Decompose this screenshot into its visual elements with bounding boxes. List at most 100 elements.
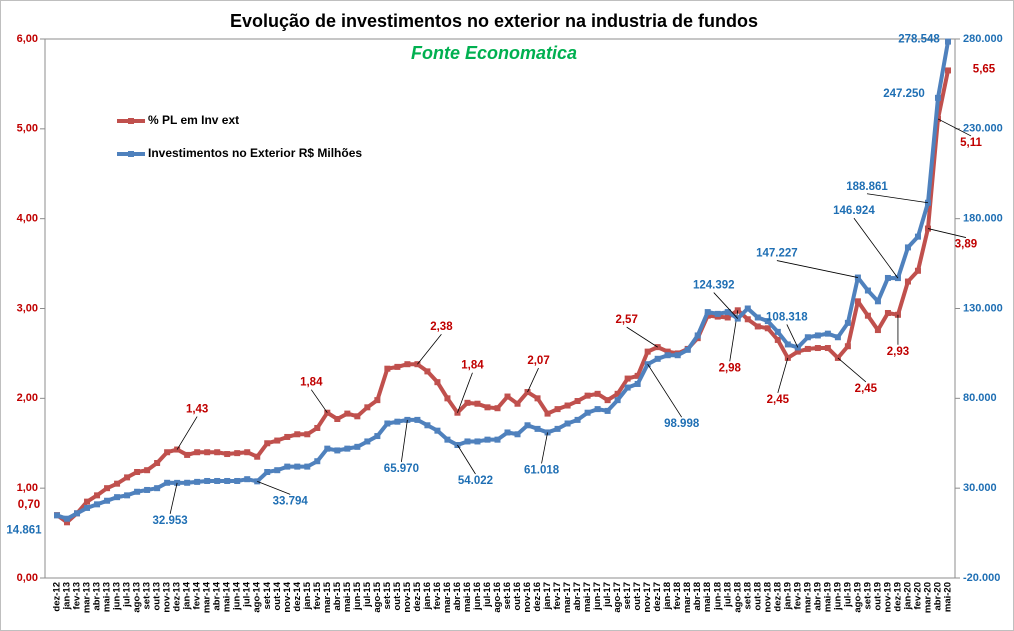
point-marker	[394, 418, 401, 425]
x-tick-label: mai-13	[102, 582, 113, 612]
point-marker	[624, 375, 631, 382]
x-tick-label: set-17	[622, 582, 633, 609]
point-marker	[534, 395, 541, 402]
y-tick-label: 6,00	[17, 33, 38, 45]
x-tick-label: mar-17	[562, 582, 573, 613]
x-tick-label: jan-18	[662, 582, 673, 610]
data-label: 33.794	[273, 495, 309, 507]
point-marker	[804, 345, 811, 352]
point-marker	[324, 445, 331, 452]
chart-title: Evolução de investimentos no exterior na…	[230, 11, 758, 31]
x-tick-label: jul-16	[482, 582, 493, 608]
point-marker	[614, 397, 621, 404]
point-marker	[214, 449, 221, 456]
point-marker	[244, 449, 251, 456]
x-tick-label: fev-15	[312, 581, 323, 609]
point-marker	[364, 404, 371, 411]
x-tick-label: abr-19	[812, 582, 823, 611]
x-tick-label: nov-15	[402, 581, 413, 612]
x-tick-label: jan-16	[422, 582, 433, 610]
data-label: 2,07	[527, 355, 549, 367]
point-marker	[104, 485, 111, 492]
point-marker	[494, 405, 501, 412]
point-marker	[114, 480, 121, 487]
point-marker	[484, 404, 491, 411]
x-tick-label: set-13	[142, 582, 153, 609]
point-marker	[184, 479, 191, 486]
y-tick-label: 0,00	[17, 572, 38, 584]
point-marker	[334, 447, 341, 454]
data-label: 0,70	[18, 499, 40, 511]
point-marker	[794, 348, 801, 355]
leader-line	[647, 363, 682, 418]
x-tick-label: mai-14	[222, 581, 233, 612]
leader-line	[257, 480, 291, 495]
data-label: 54.022	[458, 475, 493, 487]
leader-line	[713, 292, 739, 319]
x-tick-label: mar-14	[202, 581, 213, 613]
point-marker	[884, 274, 891, 281]
point-marker	[354, 413, 361, 420]
point-marker	[484, 436, 491, 443]
x-tick-label: mai-15	[342, 581, 353, 612]
leader-line	[541, 432, 548, 464]
x-tick-label: nov-18	[762, 582, 773, 613]
leader-line	[937, 118, 972, 137]
point-marker	[74, 510, 81, 517]
y2-tick-label: 80.000	[963, 392, 997, 404]
leader-line	[457, 444, 476, 475]
point-marker	[754, 323, 761, 330]
point-marker	[914, 267, 921, 274]
data-label: 1,43	[186, 404, 208, 416]
point-marker	[824, 345, 831, 352]
legend-marker	[128, 118, 134, 124]
x-tick-label: jun-17	[592, 582, 603, 611]
x-tick-label: mar-19	[802, 582, 813, 613]
x-tick-label: dez-15	[412, 581, 423, 611]
x-tick-label: jun-18	[712, 582, 723, 611]
point-marker	[754, 314, 761, 321]
point-marker	[764, 318, 771, 325]
point-marker	[474, 438, 481, 445]
data-label: 5,65	[973, 63, 996, 75]
y2-tick-label: 130.000	[963, 302, 1003, 314]
x-tick-label: mai-18	[702, 582, 713, 612]
x-tick-label: jan-14	[182, 581, 193, 610]
data-label: 1,84	[461, 360, 484, 372]
point-marker	[254, 453, 261, 460]
data-label: 1,84	[300, 377, 323, 389]
x-tick-label: abr-20	[933, 582, 944, 611]
x-tick-label: dez-14	[292, 581, 303, 611]
point-marker	[344, 445, 351, 452]
y2-tick-label: 280.000	[963, 33, 1003, 45]
point-marker	[144, 467, 151, 474]
x-tick-label: jul-19	[842, 582, 853, 608]
point-marker	[824, 330, 831, 337]
x-tick-label: set-14	[262, 581, 273, 609]
x-tick-label: ago-15	[372, 581, 383, 612]
point-marker	[514, 400, 521, 407]
point-marker	[664, 348, 671, 355]
x-tick-label: dez-18	[772, 582, 783, 612]
point-marker	[904, 278, 911, 285]
x-tick-label: ago-13	[132, 582, 143, 613]
point-marker	[434, 427, 441, 434]
data-label: 2,45	[855, 383, 878, 395]
point-marker	[134, 488, 141, 495]
point-marker	[514, 431, 521, 438]
point-marker	[154, 485, 161, 492]
leader-line	[169, 482, 178, 514]
point-marker	[214, 477, 221, 484]
point-marker	[904, 244, 911, 251]
point-marker	[704, 309, 711, 316]
point-marker	[184, 451, 191, 458]
data-label: 98.998	[664, 418, 700, 430]
point-marker	[874, 298, 881, 305]
y-tick-label: 3,00	[17, 302, 38, 314]
point-marker	[224, 477, 231, 484]
data-label: 146.924	[833, 205, 875, 217]
point-marker	[94, 492, 101, 499]
point-marker	[374, 433, 381, 440]
data-label: 147.227	[756, 248, 798, 260]
x-tick-label: fev-13	[72, 582, 83, 609]
